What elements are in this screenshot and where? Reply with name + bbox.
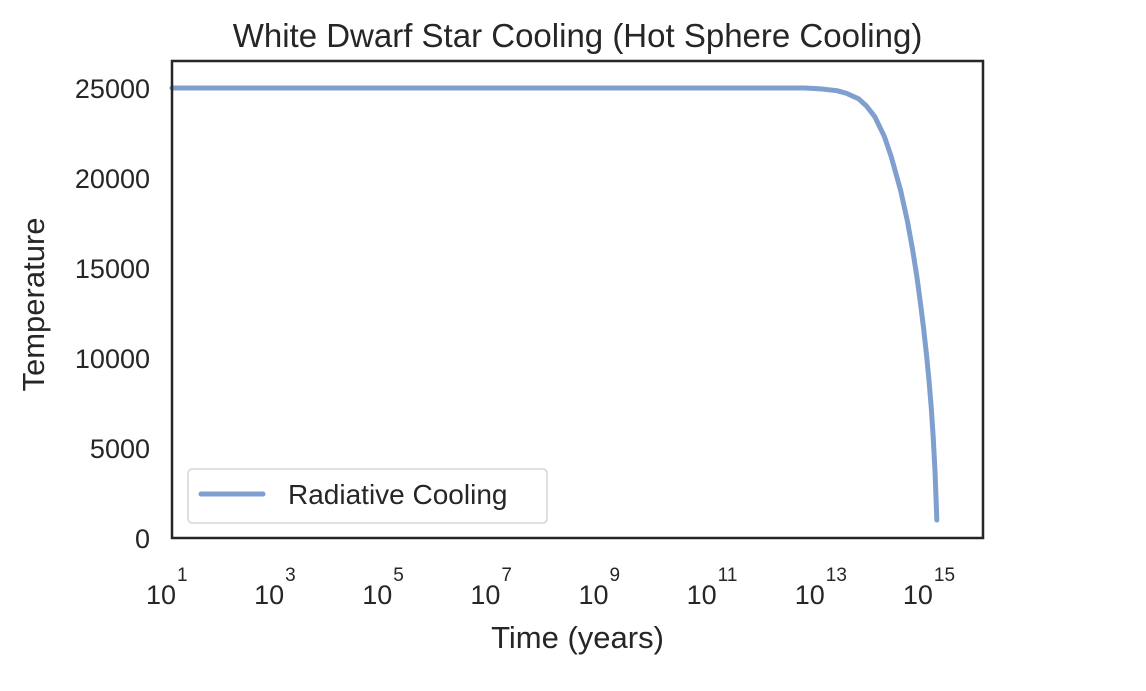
x-tick-exponent: 13	[826, 565, 847, 586]
x-tick-base: 10	[146, 580, 176, 610]
x-tick-exponent: 1	[177, 565, 188, 586]
x-tick-label: 103	[254, 565, 296, 610]
legend-box	[187, 468, 548, 524]
x-tick-base: 10	[254, 580, 284, 610]
y-tick-label: 15000	[75, 254, 150, 284]
x-tick-label: 107	[470, 565, 512, 610]
x-tick-base: 10	[795, 580, 825, 610]
y-axis-ticks: 0 5000 10000 15000 20000 25000	[75, 74, 150, 554]
x-tick-base: 10	[578, 580, 608, 610]
x-tick-label: 105	[362, 565, 404, 610]
plot-frame	[170, 59, 985, 540]
x-tick-exponent: 11	[718, 565, 738, 586]
x-tick-base: 10	[362, 580, 392, 610]
x-tick-exponent: 9	[610, 565, 621, 586]
legend-label: Radiative Cooling	[288, 479, 507, 510]
y-tick-label: 25000	[75, 74, 150, 104]
x-tick-label: 109	[578, 565, 620, 610]
series-line-radiative-cooling	[169, 85, 940, 523]
legend: Radiative Cooling	[187, 468, 548, 524]
x-tick-exponent: 3	[285, 565, 296, 586]
y-tick-label: 0	[135, 524, 150, 554]
x-tick-base: 10	[903, 580, 933, 610]
x-tick-label: 101	[146, 565, 188, 610]
chart-title: White Dwarf Star Cooling (Hot Sphere Coo…	[233, 17, 923, 54]
x-tick-exponent: 15	[934, 565, 955, 586]
x-tick-base: 10	[470, 580, 500, 610]
x-tick-exponent: 7	[501, 565, 512, 586]
y-tick-label: 10000	[75, 344, 150, 374]
y-tick-label: 5000	[90, 434, 150, 464]
x-tick-exponent: 5	[393, 565, 404, 586]
y-axis-label: Temperature	[16, 217, 51, 391]
x-axis-label: Time (years)	[491, 620, 664, 655]
y-tick-label: 20000	[75, 164, 150, 194]
x-tick-base: 10	[687, 580, 717, 610]
